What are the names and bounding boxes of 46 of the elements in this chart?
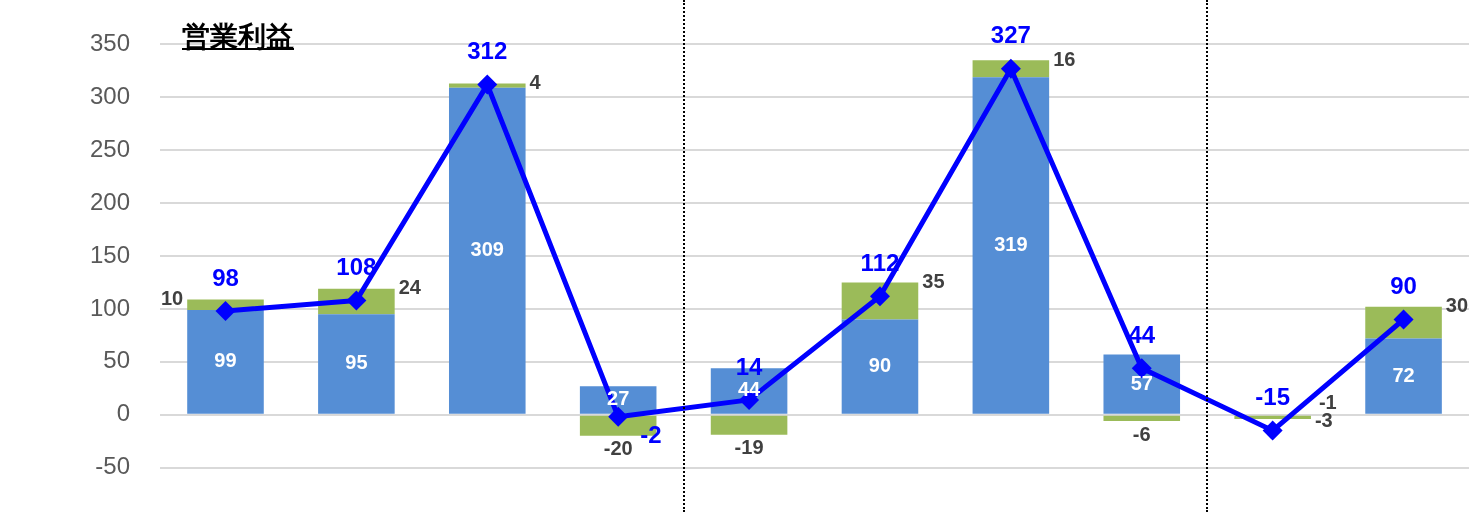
y-tick-label: -50: [95, 452, 131, 480]
point: [215, 301, 236, 322]
chart-title: 営業利益: [182, 19, 294, 55]
bar: [449, 87, 526, 414]
bar: [187, 309, 264, 414]
data-label: 312: [467, 37, 508, 65]
bar: [1103, 415, 1181, 422]
data-label: 99: [214, 349, 237, 372]
y-tick-label: 100: [90, 293, 131, 321]
y-tick-label: 200: [90, 187, 131, 215]
data-label: 319: [994, 232, 1028, 255]
data-label: 16: [1053, 47, 1076, 70]
data-label: 90: [868, 354, 892, 377]
y-tick-label: 300: [90, 81, 131, 109]
point: [608, 406, 629, 427]
data-label: 72: [1392, 363, 1415, 386]
data-label: 90: [1390, 272, 1417, 300]
data-label: 44: [1128, 320, 1156, 348]
data-label: 30: [1445, 294, 1469, 317]
data-label: -19: [734, 436, 764, 459]
data-label: 35: [922, 269, 945, 292]
bar: [972, 77, 1050, 414]
data-label: 327: [990, 21, 1031, 49]
data-label: 95: [345, 351, 368, 374]
data-label: -20: [603, 437, 633, 460]
y-tick-label: 50: [103, 346, 131, 374]
bar: [318, 314, 395, 414]
bar: [710, 415, 788, 435]
point: [1000, 58, 1021, 79]
data-label: 98: [212, 263, 239, 291]
data-label: 10: [160, 286, 184, 309]
bar: [1103, 354, 1181, 414]
data-label: -6: [1132, 422, 1151, 445]
point: [477, 74, 498, 95]
data-label: -15: [1255, 383, 1290, 411]
data-label: 24: [398, 276, 422, 299]
data-label: 309: [470, 238, 504, 261]
data-label: 4: [529, 71, 542, 94]
data-label: 57: [1130, 371, 1153, 394]
y-tick-label: 150: [90, 240, 131, 268]
bar: [1365, 338, 1442, 414]
y-tick-label: 250: [90, 134, 131, 162]
point: [1262, 420, 1283, 441]
y-tick-label: 0: [116, 399, 131, 427]
bar: [841, 319, 919, 414]
y-tick-label: 350: [90, 29, 131, 57]
